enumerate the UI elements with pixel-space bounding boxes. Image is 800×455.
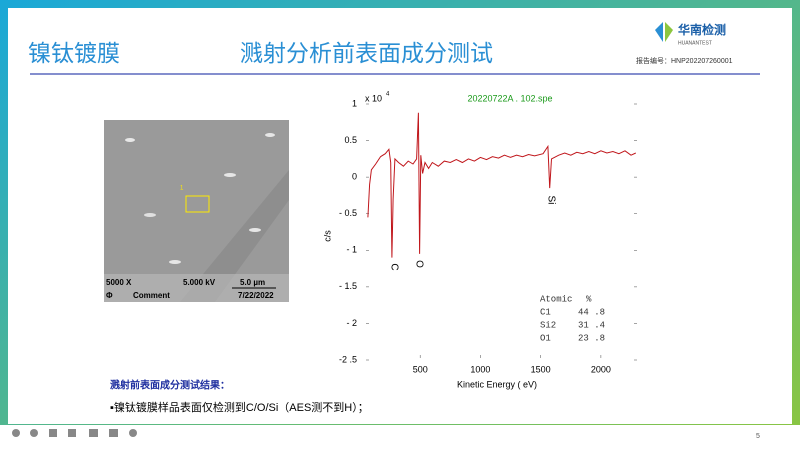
sem-mag: 5000 X	[106, 278, 132, 287]
camera-button[interactable]	[89, 429, 98, 437]
x-tick-label: 1000	[470, 364, 490, 374]
sem-texture	[125, 138, 135, 142]
y-tick-label: - 0.5	[339, 208, 357, 218]
sem-date: 7/22/2022	[238, 291, 274, 300]
logo-icon	[665, 22, 673, 42]
sem-kv: 5.000 kV	[183, 278, 216, 287]
y-tick-label: - 2	[346, 318, 357, 328]
table-cell: C1	[540, 307, 551, 317]
y-multiplier: x 10	[365, 93, 382, 103]
x-tick-label: 500	[413, 364, 428, 374]
sem-image: 1 5000 X 5.000 kV 5.0 µm Φ Comment 7/22/…	[104, 120, 289, 302]
toolbar	[12, 429, 137, 437]
table-header: %	[586, 294, 592, 304]
prev-button[interactable]	[12, 429, 20, 437]
peak-label: C	[388, 263, 399, 270]
logo-sub: HUANANTEST	[678, 40, 712, 46]
spectrum-line	[367, 112, 637, 258]
logo-name: 华南检测	[678, 22, 726, 37]
zoom-button[interactable]	[68, 429, 76, 437]
sem-marker: 1	[180, 186, 184, 192]
y-tick-label: -2 .5	[339, 354, 357, 364]
peak-label: Si	[545, 196, 556, 205]
results-text: ▪镍钛镀膜样品表面仅检测到C/O/Si（AES测不到H）；	[110, 400, 369, 414]
y-tick-label: - 1.5	[339, 281, 357, 291]
page-number: 5	[756, 433, 760, 440]
peak-label: O	[413, 260, 424, 268]
report-no: 报告编号：HNP202207260001	[636, 56, 733, 65]
sem-texture	[265, 133, 275, 137]
y-multiplier-exp: 4	[386, 92, 390, 98]
sem-texture	[249, 228, 261, 232]
results-heading: 溅射前表面成分测试结果：	[110, 379, 230, 392]
y-tick-label: 0	[352, 172, 357, 182]
x-axis-label: Kinetic Energy ( eV)	[457, 379, 537, 389]
logo: 华南检测 HUANANTEST	[655, 22, 726, 46]
table-cell: 31 .4	[578, 320, 605, 330]
table-cell: Si2	[540, 320, 556, 330]
sem-texture	[144, 213, 156, 217]
pen-button[interactable]	[49, 429, 57, 437]
atomic-table: Atomic % C1 44 .8 Si2 31 .4 O1 23 .8	[540, 294, 605, 343]
toolbar-bg	[0, 425, 800, 450]
x-tick-label: 1500	[531, 364, 551, 374]
next-button[interactable]	[30, 429, 38, 437]
more-button[interactable]	[129, 429, 137, 437]
sem-texture	[180, 170, 289, 302]
table-cell: 23 .8	[578, 333, 605, 343]
spectrum-chart: 20220722A . 102.spe x 10 4 c/s Kinetic E…	[322, 92, 637, 389]
table-cell: O1	[540, 333, 551, 343]
y-tick-label: 1	[352, 98, 357, 108]
y-axis-label: c/s	[322, 230, 332, 242]
y-tick-label: - 1	[346, 245, 357, 255]
logo-icon	[655, 22, 663, 42]
chart-title: 20220722A . 102.spe	[467, 93, 552, 103]
table-header: Atomic	[540, 294, 572, 304]
sem-symbol: Φ	[106, 291, 113, 300]
sem-texture	[224, 173, 236, 177]
sem-scale: 5.0 µm	[240, 278, 265, 287]
title-left: 镍钛镀膜	[28, 40, 120, 66]
title-main: 溅射分析前表面成分测试	[240, 40, 493, 66]
table-cell: 44 .8	[578, 307, 605, 317]
y-tick-label: 0.5	[344, 135, 357, 145]
subtitle-button[interactable]	[109, 429, 118, 437]
sem-roi	[185, 195, 210, 213]
sem-comment: Comment	[133, 291, 170, 300]
x-tick-label: 2000	[591, 364, 611, 374]
sem-texture	[169, 260, 181, 264]
